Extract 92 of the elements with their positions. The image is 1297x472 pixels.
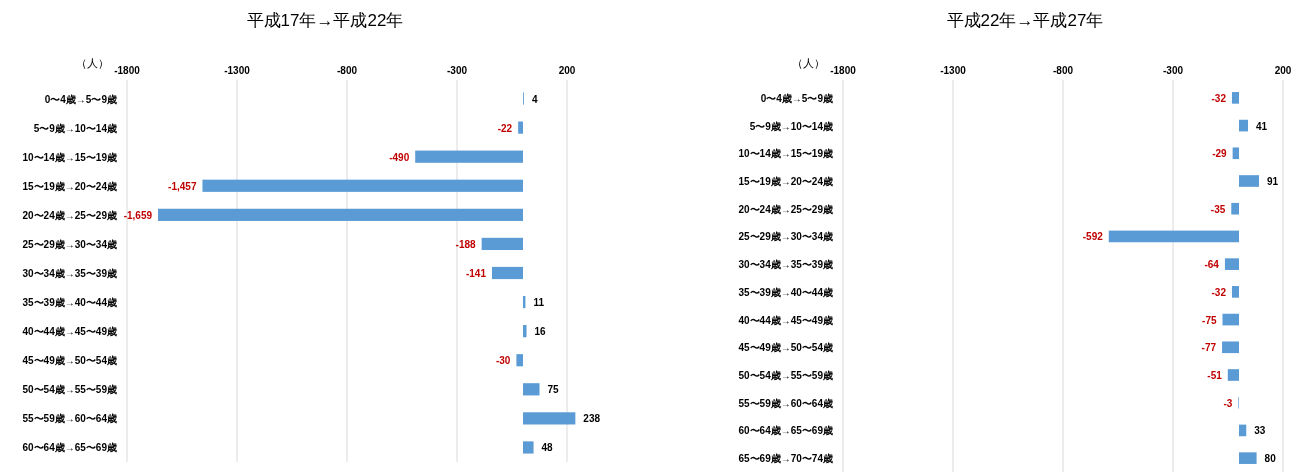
data-label: 238 (583, 413, 601, 425)
bar (1222, 313, 1239, 326)
bar (158, 208, 523, 221)
data-label: -64 (1204, 259, 1220, 271)
chart-title: 平成22年→平成27年 (946, 11, 1104, 30)
x-tick-label: -800 (336, 65, 358, 76)
data-label: 16 (534, 326, 547, 338)
y-tick-label: 25〜29歳→30〜34歳 (22, 238, 117, 250)
y-tick-label: 45〜49歳→50〜54歳 (22, 355, 117, 367)
bar (1231, 202, 1239, 215)
data-label: -1,457 (168, 180, 197, 192)
y-tick-label: 5〜9歳→10〜14歳 (33, 122, 117, 134)
data-label: -35 (1210, 203, 1226, 215)
data-label: 11 (533, 297, 545, 309)
bar (481, 237, 523, 251)
bar (516, 354, 523, 367)
x-axis-title: （人） (75, 57, 109, 69)
y-tick-label: 40〜44歳→45〜49歳 (22, 326, 117, 338)
bar (1224, 258, 1239, 270)
x-tick-label: -300 (1162, 65, 1184, 76)
bar (523, 325, 527, 338)
x-tick-label: -800 (1052, 65, 1074, 76)
data-label: -75 (1202, 314, 1217, 326)
x-tick-label: -1800 (830, 65, 857, 76)
y-tick-label: 15〜19歳→20〜24歳 (738, 176, 833, 187)
bar (1231, 92, 1239, 104)
data-label: -29 (1212, 148, 1228, 160)
bar (523, 383, 540, 396)
data-label: -188 (455, 238, 477, 250)
y-tick-label: 10〜14歳→15〜19歳 (738, 148, 833, 160)
data-label: -32 (1211, 92, 1227, 104)
data-label: 4 (531, 93, 538, 105)
bar (1239, 175, 1260, 187)
y-tick-label: 65〜69歳→70〜74歳 (738, 453, 833, 465)
x-tick-label: 200 (1274, 65, 1292, 76)
y-tick-label: 30〜34歳→35〜39歳 (22, 268, 117, 279)
data-label: -22 (497, 122, 513, 134)
data-label: -32 (1211, 286, 1227, 298)
bar (1227, 369, 1239, 381)
data-label: 80 (1264, 453, 1277, 465)
bar (1239, 119, 1249, 132)
bar (491, 266, 523, 280)
y-tick-label: 25〜29歳→30〜34歳 (738, 231, 833, 243)
y-tick-label: 5〜9歳→10〜14歳 (749, 120, 833, 132)
data-label: -30 (495, 355, 511, 367)
data-label: 41 (1256, 120, 1268, 132)
data-label: -141 (465, 268, 487, 279)
bar (518, 121, 523, 134)
y-tick-label: 35〜39歳→40〜44歳 (22, 297, 117, 309)
bar (1232, 147, 1239, 160)
data-label: -51 (1207, 370, 1223, 381)
data-label: 91 (1267, 176, 1279, 187)
y-tick-label: 0〜4歳→5〜9歳 (760, 92, 833, 104)
x-tick-label: -1800 (114, 65, 141, 76)
bar (1222, 341, 1239, 354)
bar (1239, 452, 1257, 464)
bar (523, 412, 576, 425)
y-tick-label: 60〜64歳→65〜69歳 (22, 442, 117, 454)
y-tick-label: 35〜39歳→40〜44歳 (738, 286, 833, 298)
y-tick-label: 40〜44歳→45〜49歳 (738, 314, 833, 326)
data-label: 48 (541, 442, 554, 454)
x-axis-title: （人） (791, 57, 825, 69)
data-label: -3 (1223, 397, 1233, 409)
y-tick-label: 10〜14歳→15〜19歳 (22, 151, 117, 163)
bar (415, 150, 523, 163)
data-label: 33 (1254, 425, 1266, 437)
bar (1108, 230, 1239, 243)
x-tick-label: -1300 (940, 65, 967, 76)
y-tick-label: 0〜4歳→5〜9歳 (44, 93, 117, 105)
y-tick-label: 45〜49歳→50〜54歳 (738, 342, 833, 354)
bar (1231, 286, 1239, 298)
y-tick-label: 20〜24歳→25〜29歳 (738, 203, 833, 215)
y-tick-label: 55〜59歳→60〜64歳 (738, 397, 833, 409)
bar (523, 441, 534, 454)
x-tick-label: -300 (446, 65, 468, 76)
data-label: 75 (547, 384, 560, 396)
data-label: -1,659 (123, 209, 153, 221)
x-tick-label: 200 (558, 65, 576, 76)
y-tick-label: 50〜54歳→55〜59歳 (738, 370, 833, 381)
y-tick-label: 50〜54歳→55〜59歳 (22, 384, 117, 396)
x-tick-label: -1300 (224, 65, 251, 76)
chart-title: 平成17年→平成22年 (246, 11, 404, 30)
data-label: -490 (389, 151, 410, 163)
y-tick-label: 60〜64歳→65〜69歳 (738, 425, 833, 437)
data-label: -592 (1082, 231, 1104, 243)
bar (1239, 424, 1247, 437)
bar (202, 179, 523, 192)
y-tick-label: 20〜24歳→25〜29歳 (22, 209, 117, 221)
data-label: -77 (1201, 342, 1217, 354)
y-tick-label: 30〜34歳→35〜39歳 (738, 259, 833, 271)
y-tick-label: 55〜59歳→60〜64歳 (22, 413, 117, 425)
y-tick-label: 15〜19歳→20〜24歳 (22, 180, 117, 192)
